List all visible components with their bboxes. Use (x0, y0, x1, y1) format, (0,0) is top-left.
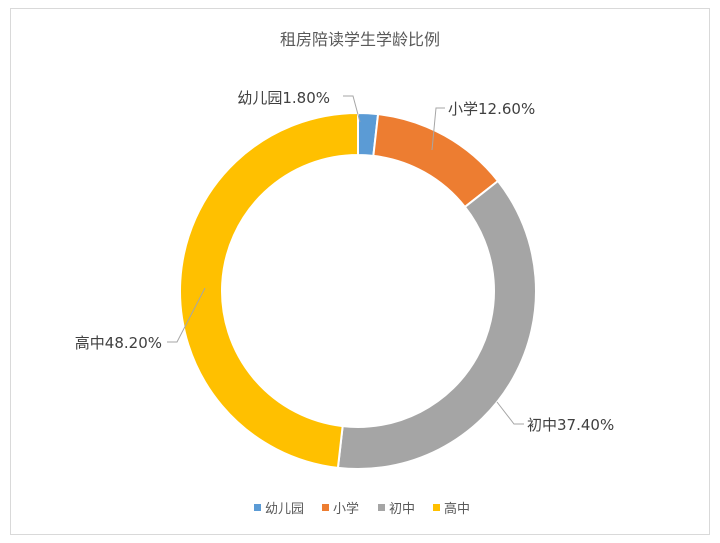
slice-junior-high (336, 179, 537, 470)
legend-label-junior-high: 初中 (389, 502, 415, 517)
chart-title: 租房陪读学生学龄比例 (280, 30, 440, 49)
leader-line-primary (431, 107, 445, 151)
data-label-junior-high: 初中37.40% (527, 416, 614, 434)
legend-swatch-senior-high (433, 504, 440, 511)
legend-swatch-primary (322, 504, 329, 511)
legend-swatch-junior-high (378, 504, 385, 511)
data-labels-group: 幼儿园1.80% 小学12.60% 初中37.40% 高中48.20% (75, 89, 614, 434)
legend-swatch-kindergarten (254, 504, 261, 511)
slices-group (179, 111, 537, 470)
leader-line-kindergarten (343, 95, 361, 123)
data-label-senior-high: 高中48.20% (75, 334, 162, 352)
data-label-kindergarten: 幼儿园1.80% (237, 89, 330, 107)
legend-label-kindergarten: 幼儿园 (265, 502, 304, 517)
leader-line-senior-high (167, 287, 206, 343)
slice-senior-high (179, 111, 359, 469)
legend: 幼儿园 小学 初中 高中 (254, 501, 470, 517)
legend-label-primary: 小学 (333, 501, 359, 517)
slice-primary (372, 113, 500, 209)
leader-lines-group (167, 95, 524, 425)
data-label-primary: 小学12.60% (448, 100, 535, 118)
leader-line-junior-high (496, 401, 524, 425)
legend-label-senior-high: 高中 (444, 501, 470, 517)
